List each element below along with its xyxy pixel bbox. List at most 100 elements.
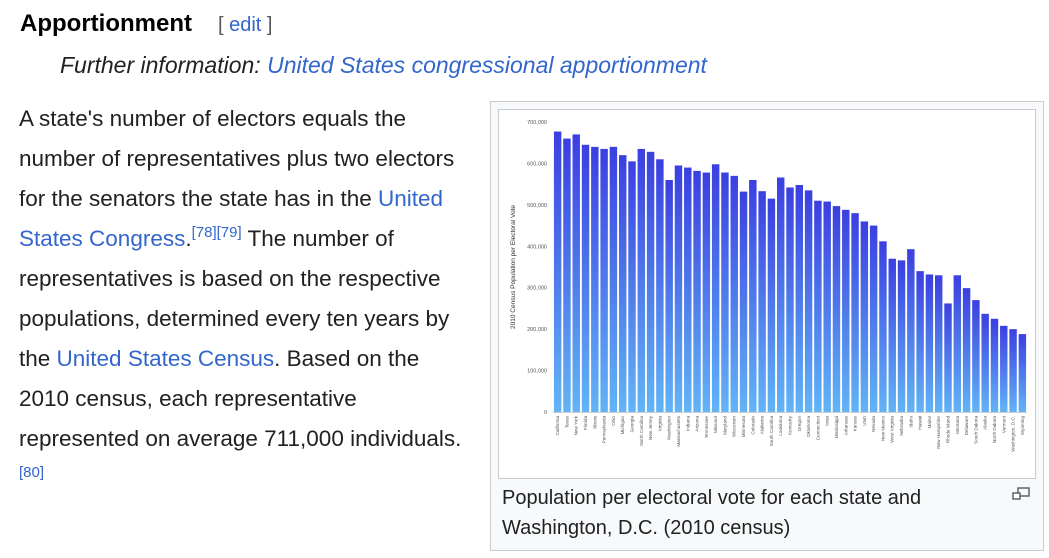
congress-link[interactable]: United States Congress xyxy=(19,186,444,251)
y-tick-label: 400,000 xyxy=(527,244,547,250)
x-tick-label: Michigan xyxy=(620,416,625,435)
x-tick-label: Hawaii xyxy=(918,416,923,430)
x-tick-label: California xyxy=(555,416,560,436)
bar xyxy=(618,155,627,412)
bar xyxy=(730,175,738,412)
bar xyxy=(767,198,776,412)
paragraph-text-1: A state's number of electors equals the … xyxy=(19,106,455,211)
x-tick-label: West Virginia xyxy=(890,416,895,443)
electoral-vote-chart: 2010 Census Population per Electoral Vot… xyxy=(510,120,1027,452)
x-tick-label: Colorado xyxy=(750,416,755,435)
bar xyxy=(916,271,924,412)
bar xyxy=(674,165,683,412)
x-tick-label: Louisiana xyxy=(778,416,783,436)
x-tick-label: Georgia xyxy=(630,416,635,433)
bar xyxy=(637,148,646,412)
bar xyxy=(907,249,915,412)
x-tick-label: Rhode Island xyxy=(946,416,951,444)
x-tick-label: Tennessee xyxy=(704,416,709,439)
x-tick-label: New York xyxy=(574,415,579,435)
bar xyxy=(795,184,804,412)
x-tick-label: Oregon xyxy=(797,416,802,432)
x-tick-label: Wyoming xyxy=(1020,416,1025,436)
reference-80[interactable]: [80] xyxy=(19,464,45,481)
bar xyxy=(962,288,971,412)
hatnote-prefix: Further information: xyxy=(60,52,268,78)
x-tick-label: Wisconsin xyxy=(732,416,737,437)
x-tick-label: New Mexico xyxy=(880,416,885,441)
bar xyxy=(711,164,720,412)
bar xyxy=(888,258,896,412)
x-tick-label: South Dakota xyxy=(973,416,978,444)
x-tick-label: North Carolina xyxy=(639,416,644,446)
edit-link[interactable]: edit xyxy=(229,14,262,36)
edit-bracket-open: [ xyxy=(217,14,230,36)
bar xyxy=(591,146,599,413)
x-tick-label: Missouri xyxy=(713,416,718,433)
bar xyxy=(786,187,794,412)
bar xyxy=(1018,334,1027,412)
bar xyxy=(563,138,571,412)
x-tick-label: Washington xyxy=(667,416,672,441)
x-tick-label: Massachusetts xyxy=(676,415,681,446)
hatnote-link[interactable]: United States congressional apportionmen… xyxy=(267,52,707,78)
x-tick-label: Kentucky xyxy=(788,415,793,435)
bar xyxy=(665,180,673,412)
x-tick-label: Mississippi xyxy=(834,416,839,438)
bar xyxy=(702,172,711,412)
bar xyxy=(758,191,766,412)
bar xyxy=(721,172,729,412)
bar xyxy=(693,170,701,412)
x-tick-label: Kansas xyxy=(853,415,858,431)
census-link[interactable]: United States Census xyxy=(56,346,275,371)
section-heading: Apportionment [ edit ] xyxy=(20,10,272,44)
x-tick-label: Montana xyxy=(955,416,960,434)
magnify-clip-icon[interactable] xyxy=(1011,487,1031,501)
y-tick-label: 700,000 xyxy=(527,120,547,126)
x-tick-label: North Dakota xyxy=(992,416,997,444)
bar xyxy=(749,180,757,412)
x-tick-label: Vermont xyxy=(1001,415,1006,433)
bar xyxy=(814,200,822,412)
edit-bracket-close: ] xyxy=(261,14,273,36)
y-tick-label: 300,000 xyxy=(527,286,547,292)
x-tick-label: Virginia xyxy=(657,416,662,432)
x-tick-label: Nevada xyxy=(871,416,876,432)
bar xyxy=(1000,325,1008,412)
x-tick-label: Ohio xyxy=(611,416,616,426)
figure-caption: Population per electoral vote for each s… xyxy=(502,487,922,539)
bar xyxy=(823,201,831,412)
x-tick-label: Pennsylvania xyxy=(602,416,607,444)
y-tick-label: 500,000 xyxy=(527,203,547,209)
x-tick-label: Oklahoma xyxy=(806,416,811,437)
bar xyxy=(944,303,952,412)
figure-thumbnail: 2010 Census Population per Electoral Vot… xyxy=(490,101,1044,551)
chart-image[interactable]: 2010 Census Population per Electoral Vot… xyxy=(498,109,1036,479)
bar xyxy=(842,209,850,412)
bar xyxy=(832,206,841,412)
paragraph-text-2: . xyxy=(185,226,192,251)
section-title: Apportionment xyxy=(20,10,192,37)
x-tick-label: Alabama xyxy=(760,416,765,435)
y-tick-label: 600,000 xyxy=(527,161,547,167)
bar xyxy=(572,134,580,412)
bar xyxy=(869,225,878,412)
x-tick-label: Maine xyxy=(927,416,932,429)
x-tick-label: Illinois xyxy=(592,415,597,428)
x-tick-label: Indiana xyxy=(685,416,690,432)
bar xyxy=(646,151,655,412)
y-tick-label: 0 xyxy=(544,410,547,416)
x-tick-label: Arkansas xyxy=(843,415,848,435)
reference-78[interactable]: [78] xyxy=(191,224,217,241)
bar xyxy=(925,274,934,412)
bar xyxy=(684,167,692,412)
bar xyxy=(600,148,608,412)
y-axis-label: 2010 Census Population per Electoral Vot… xyxy=(510,205,517,329)
bar xyxy=(953,275,962,412)
bar xyxy=(972,300,980,412)
reference-79[interactable]: [79] xyxy=(216,224,242,241)
x-tick-label: Minnesota xyxy=(741,416,746,438)
bar xyxy=(553,131,562,412)
bar xyxy=(776,177,785,412)
edit-section: [ edit ] xyxy=(218,14,273,37)
